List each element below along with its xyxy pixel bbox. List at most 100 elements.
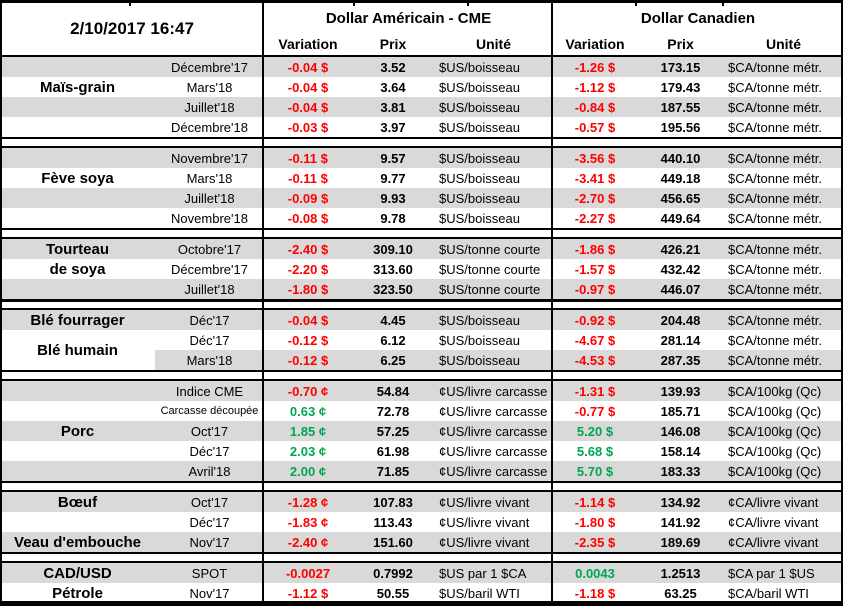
table-border-bottom bbox=[0, 601, 843, 606]
category-cell: Fève soya bbox=[41, 169, 114, 187]
ca-price-cell: 146.08 bbox=[660, 423, 701, 439]
ca-unit-cell: $CA/tonne métr. bbox=[728, 150, 822, 166]
us-unit-cell: $US/boisseau bbox=[439, 99, 520, 115]
category-cell: Maïs-grain bbox=[39, 78, 115, 96]
ca-variation-cell: -4.67 $ bbox=[574, 332, 616, 348]
ca-variation-cell: -2.70 $ bbox=[574, 190, 616, 206]
contract-cell: Mars'18 bbox=[186, 79, 233, 95]
ca-price-cell: 63.25 bbox=[664, 585, 697, 601]
us-unit-cell: ¢US/livre carcasse bbox=[439, 423, 548, 439]
category-cell: Tourteau bbox=[45, 240, 110, 258]
vertical-divider-ca bbox=[551, 0, 553, 606]
category-cell: Bœuf bbox=[57, 493, 98, 511]
us-price-cell: 9.57 bbox=[380, 150, 406, 166]
commodity-group-tourteau-de-soya: Tourteau Octobre'17 -2.40 $ 309.10 $US/t… bbox=[0, 239, 843, 299]
ca-variation-cell: -1.31 $ bbox=[574, 383, 616, 399]
ca-unit-cell: $CA/100kg (Qc) bbox=[728, 443, 822, 459]
ca-variation-cell: -1.80 $ bbox=[574, 514, 616, 530]
ca-unit-cell: $CA/tonne métr. bbox=[728, 79, 822, 95]
ca-price-cell: 158.14 bbox=[660, 443, 701, 459]
us-variation-cell: -1.12 $ bbox=[287, 585, 329, 601]
us-price-cell: 107.83 bbox=[373, 494, 413, 510]
us-unit-cell: $US/boisseau bbox=[439, 332, 520, 348]
us-price-cell: 323.50 bbox=[373, 281, 413, 297]
us-price-cell: 309.10 bbox=[373, 241, 413, 257]
ca-price-cell: 446.07 bbox=[660, 281, 701, 297]
ca-unit-cell: $CA/tonne métr. bbox=[728, 332, 822, 348]
us-unit-cell: $US/boisseau bbox=[439, 190, 520, 206]
ca-unit-cell: $CA/tonne métr. bbox=[728, 119, 822, 135]
us-section-header: Dollar Américain - CME Variation Prix Un… bbox=[264, 3, 553, 55]
us-unit-cell: $US/boisseau bbox=[439, 79, 520, 95]
us-variation-cell: -1.83 ¢ bbox=[287, 514, 329, 530]
us-price-cell: 57.25 bbox=[376, 423, 410, 439]
ca-price-cell: 141.92 bbox=[660, 514, 701, 530]
table-row: Décembre'17 -0.04 $ 3.52 $US/boisseau -1… bbox=[0, 57, 843, 77]
us-variation-cell: 2.00 ¢ bbox=[289, 463, 327, 479]
ca-unit-cell: $CA/tonne métr. bbox=[728, 190, 822, 206]
table-body: Décembre'17 -0.04 $ 3.52 $US/boisseau -1… bbox=[0, 57, 843, 603]
table-row: Veau d'embouche Nov'17 -2.40 ¢ 151.60 ¢U… bbox=[0, 532, 843, 552]
us-variation-cell: -0.12 $ bbox=[287, 352, 329, 368]
us-variation-cell: -0.09 $ bbox=[287, 190, 329, 206]
ca-price-cell: 456.65 bbox=[660, 190, 701, 206]
table-row: Novembre'18 -0.08 $ 9.78 $US/boisseau -2… bbox=[0, 208, 843, 228]
contract-cell: Avril'18 bbox=[188, 463, 231, 479]
ca-variation-cell: -2.35 $ bbox=[574, 534, 616, 550]
us-unit-cell: ¢US/livre carcasse bbox=[439, 383, 548, 399]
ca-variation-cell: -2.27 $ bbox=[574, 210, 616, 226]
us-variation-cell: -0.12 $ bbox=[287, 332, 329, 348]
us-price-cell: 50.55 bbox=[376, 585, 410, 601]
contract-cell: Oct'17 bbox=[190, 423, 229, 439]
ca-variation-cell: -3.41 $ bbox=[574, 170, 616, 186]
ca-unit-cell: ¢CA/livre vivant bbox=[728, 534, 819, 550]
table-border-left bbox=[0, 0, 2, 606]
ca-variation-cell: 5.68 $ bbox=[576, 443, 614, 459]
contract-cell: Décembre'18 bbox=[171, 119, 248, 135]
ca-section-title: Dollar Canadien bbox=[640, 10, 756, 27]
ca-variation-cell: -0.84 $ bbox=[574, 99, 616, 115]
category-cell: de soya bbox=[49, 260, 106, 278]
ca-variation-cell: -3.56 $ bbox=[574, 150, 616, 166]
table-row: Bœuf Oct'17 -1.28 ¢ 107.83 ¢US/livre viv… bbox=[0, 492, 843, 512]
contract-cell: Indice CME bbox=[175, 383, 244, 399]
us-variation-cell: -0.04 $ bbox=[287, 312, 329, 328]
us-unit-cell: ¢US/livre vivant bbox=[439, 514, 530, 530]
category-cell: Veau d'embouche bbox=[14, 533, 141, 551]
ca-variation-cell: -1.14 $ bbox=[574, 494, 616, 510]
us-price-cell: 4.45 bbox=[380, 312, 406, 328]
us-price-header: Prix bbox=[379, 35, 407, 52]
group-separator bbox=[0, 552, 843, 563]
us-unit-cell: $US/boisseau bbox=[439, 210, 520, 226]
contract-cell: Décembre'17 bbox=[171, 59, 248, 75]
us-price-cell: 3.81 bbox=[380, 99, 406, 115]
contract-cell: Carcasse découpée bbox=[160, 405, 259, 417]
ca-unit-header: Unité bbox=[766, 35, 801, 52]
ca-variation-cell: -1.26 $ bbox=[574, 59, 616, 75]
contract-cell: Juillet'18 bbox=[184, 281, 235, 297]
table-row: Porc Oct'17 1.85 ¢ 57.25 ¢US/livre carca… bbox=[0, 421, 843, 441]
ca-variation-cell: -0.77 $ bbox=[574, 403, 616, 419]
us-unit-cell: $US/boisseau bbox=[439, 352, 520, 368]
us-unit-cell: ¢US/livre vivant bbox=[439, 494, 530, 510]
us-variation-cell: 0.63 ¢ bbox=[289, 403, 327, 419]
us-variation-cell: -0.70 ¢ bbox=[287, 383, 329, 399]
contract-cell: Nov'17 bbox=[189, 585, 230, 601]
top-grid-tick bbox=[635, 0, 637, 6]
category-cell: Blé fourrager bbox=[30, 311, 125, 329]
ca-unit-cell: $CA/tonne métr. bbox=[728, 312, 822, 328]
us-variation-cell: -0.11 $ bbox=[288, 170, 328, 186]
group-separator bbox=[0, 137, 843, 148]
group-separator bbox=[0, 299, 843, 310]
ca-variation-cell: -1.86 $ bbox=[574, 241, 616, 257]
ca-variation-header: Variation bbox=[565, 35, 625, 52]
contract-cell: Déc'17 bbox=[189, 312, 230, 328]
ca-unit-cell: $CA/tonne métr. bbox=[728, 281, 822, 297]
ca-price-cell: 440.10 bbox=[660, 150, 701, 166]
us-unit-cell: $US/tonne courte bbox=[439, 261, 541, 277]
us-price-cell: 0.7992 bbox=[373, 565, 413, 581]
table-row: Avril'18 2.00 ¢ 71.85 ¢US/livre carcasse… bbox=[0, 461, 843, 481]
ca-variation-cell: -4.53 $ bbox=[574, 352, 616, 368]
table-row: Blé fourrager Déc'17 -0.04 $ 4.45 $US/bo… bbox=[0, 310, 843, 330]
